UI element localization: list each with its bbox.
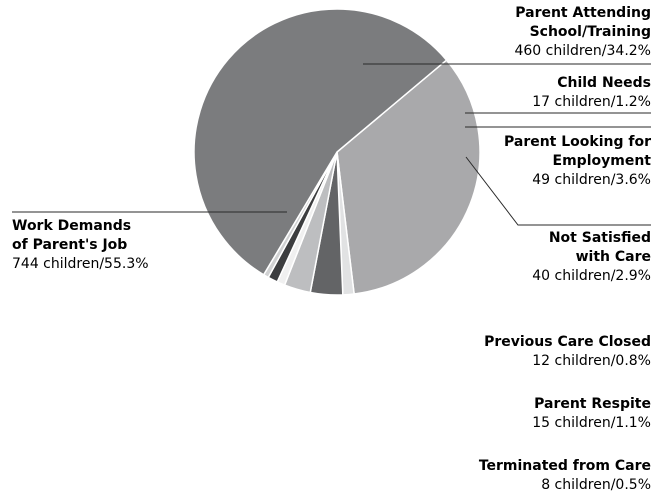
- slice-label-parent-respite: Parent Respite 15 children/1.1%: [532, 396, 651, 431]
- slice-label-terminated-from-care: Terminated from Care 8 children/0.5%: [479, 458, 651, 493]
- slice-label-name: Parent Looking for: [504, 134, 651, 150]
- slice-label-not-satisfied-with-care: Not Satisfied with Care 40 children/2.9%: [532, 230, 651, 284]
- pie-slice-work-demands-of-parent-s-job: [193, 8, 448, 276]
- slice-label-name: of Parent's Job: [12, 237, 127, 253]
- leader-line-not-satisfied-with-care: [465, 156, 651, 226]
- slice-label-value: 12 children/0.8%: [532, 353, 651, 369]
- slice-label-name: Terminated from Care: [479, 458, 651, 474]
- slice-label-name: School/Training: [530, 24, 651, 40]
- slice-label-parent-looking-for-employment: Parent Looking for Employment 49 children/…: [504, 134, 651, 188]
- pie-slice-parent-attending-school-training: [336, 59, 481, 295]
- slice-label-parent-attending-school-training: Parent Attending School/Training 460 child…: [514, 5, 651, 59]
- slice-label-name: Parent Attending: [515, 5, 651, 21]
- leader-lines: [12, 63, 651, 226]
- slice-label-value: 17 children/1.2%: [532, 94, 651, 110]
- slice-label-child-needs: Child Needs 17 children/1.2%: [532, 75, 651, 110]
- slice-label-name: Child Needs: [557, 75, 651, 91]
- slice-label-value: 49 children/3.6%: [532, 172, 651, 188]
- slice-labels: Parent Attending School/Training 460 child…: [12, 5, 651, 493]
- slice-label-value: 8 children/0.5%: [541, 477, 651, 493]
- slice-label-work-demands-of-parent-s-job: Work Demands of Parent's Job 744 children/…: [12, 218, 149, 272]
- slice-label-name: with Care: [576, 249, 651, 265]
- slice-label-value: 15 children/1.1%: [532, 415, 651, 431]
- pie-slices: [193, 8, 481, 296]
- slice-label-value: 40 children/2.9%: [532, 268, 651, 284]
- slice-label-value: 744 children/55.3%: [12, 256, 149, 272]
- slice-label-name: Employment: [553, 153, 652, 169]
- slice-label-name: Previous Care Closed: [484, 334, 651, 350]
- slice-label-previous-care-closed: Previous Care Closed 12 children/0.8%: [484, 334, 651, 369]
- slice-label-name: Work Demands: [12, 218, 131, 234]
- slice-label-name: Parent Respite: [534, 396, 651, 412]
- slice-label-value: 460 children/34.2%: [514, 43, 651, 59]
- slice-label-name: Not Satisfied: [549, 230, 651, 246]
